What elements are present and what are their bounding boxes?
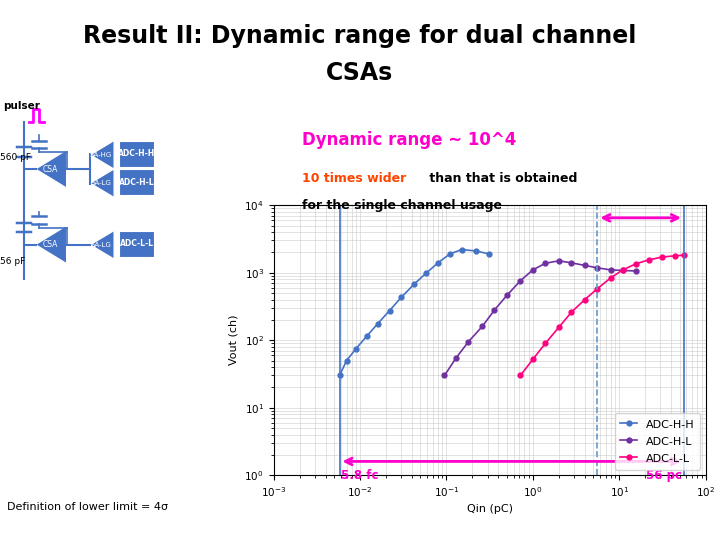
ADC-H-H [433, 260, 442, 266]
ADC-H-L [631, 268, 640, 274]
ADC-H-H [363, 333, 372, 339]
ADC-H-H [446, 251, 454, 257]
FancyBboxPatch shape [119, 231, 155, 257]
ADC-H-L [593, 265, 602, 271]
ADC-H-H [385, 307, 394, 314]
ADC-H-H [457, 246, 466, 253]
ADC-H-L [478, 323, 487, 329]
ADC-H-H [373, 321, 382, 327]
Text: ADC-H-L: ADC-H-L [119, 178, 154, 187]
ADC-H-L [516, 278, 525, 284]
Text: ADC-H-H: ADC-H-H [118, 150, 156, 158]
ADC-L-L [593, 286, 602, 292]
ADC-H-H [422, 270, 431, 276]
Text: 5.8 fc: 5.8 fc [341, 469, 379, 482]
Polygon shape [90, 169, 114, 197]
ADC-L-L [644, 256, 653, 263]
ADC-H-L [618, 267, 627, 274]
Text: CSAs: CSAs [326, 61, 394, 85]
ADC-H-H [342, 357, 351, 364]
ADC-H-L [554, 258, 563, 264]
ADC-H-H [485, 251, 493, 257]
Text: SA-LG: SA-LG [91, 180, 112, 186]
ADC-L-L [516, 372, 525, 379]
Text: 10 times wider: 10 times wider [302, 172, 407, 185]
ADC-H-L [452, 354, 461, 361]
ADC-L-L [567, 309, 576, 315]
ADC-H-H [397, 294, 405, 301]
Y-axis label: Vout (ch): Vout (ch) [229, 315, 239, 366]
Text: pulser: pulser [4, 100, 40, 111]
Text: Definition of lower limit = 4σ: Definition of lower limit = 4σ [7, 502, 168, 512]
ADC-H-H [410, 281, 418, 288]
Text: 56 pF: 56 pF [0, 256, 25, 266]
Polygon shape [90, 140, 114, 169]
Text: SA-HG: SA-HG [90, 152, 112, 158]
ADC-H-L [567, 260, 576, 266]
Text: CSA: CSA [42, 165, 58, 173]
Text: Result II: Dynamic range for dual channel: Result II: Dynamic range for dual channe… [84, 24, 636, 48]
FancyBboxPatch shape [119, 140, 155, 167]
Text: Dynamic range ~ 10^4: Dynamic range ~ 10^4 [302, 131, 517, 150]
Text: than that is obtained: than that is obtained [425, 172, 577, 185]
ADC-L-L [657, 254, 666, 260]
ADC-L-L [680, 252, 688, 258]
ADC-H-L [606, 267, 615, 273]
Legend: ADC-H-H, ADC-H-L, ADC-L-L: ADC-H-H, ADC-H-L, ADC-L-L [615, 413, 700, 470]
ADC-L-L [541, 340, 550, 347]
Line: ADC-L-L: ADC-L-L [518, 253, 686, 378]
X-axis label: Qin (pC): Qin (pC) [467, 504, 513, 514]
ADC-L-L [606, 274, 615, 281]
ADC-L-L [670, 253, 679, 259]
ADC-H-H [352, 346, 361, 352]
ADC-H-H [472, 248, 480, 254]
ADC-H-L [528, 267, 537, 273]
Text: SA-LG: SA-LG [91, 242, 112, 248]
Text: for the single channel usage: for the single channel usage [302, 199, 503, 212]
ADC-H-L [541, 260, 550, 267]
Line: ADC-H-L: ADC-H-L [442, 258, 638, 378]
ADC-H-L [490, 307, 499, 313]
ADC-H-H [336, 372, 344, 379]
ADC-L-L [580, 296, 589, 303]
Text: ADC-L-L: ADC-L-L [120, 239, 153, 248]
ADC-H-L [580, 262, 589, 269]
Line: ADC-H-H: ADC-H-H [337, 247, 491, 378]
FancyBboxPatch shape [119, 169, 155, 195]
ADC-L-L [554, 324, 563, 330]
ADC-L-L [528, 356, 537, 362]
Text: CSA: CSA [42, 240, 58, 249]
Polygon shape [90, 231, 114, 259]
ADC-H-L [503, 292, 511, 299]
ADC-L-L [618, 267, 627, 273]
Polygon shape [36, 226, 66, 264]
ADC-L-L [631, 261, 640, 267]
ADC-H-L [440, 372, 449, 379]
Text: 560 pF: 560 pF [0, 153, 31, 161]
Text: 56 pc: 56 pc [646, 469, 682, 482]
Polygon shape [36, 150, 66, 188]
ADC-H-L [464, 339, 473, 345]
